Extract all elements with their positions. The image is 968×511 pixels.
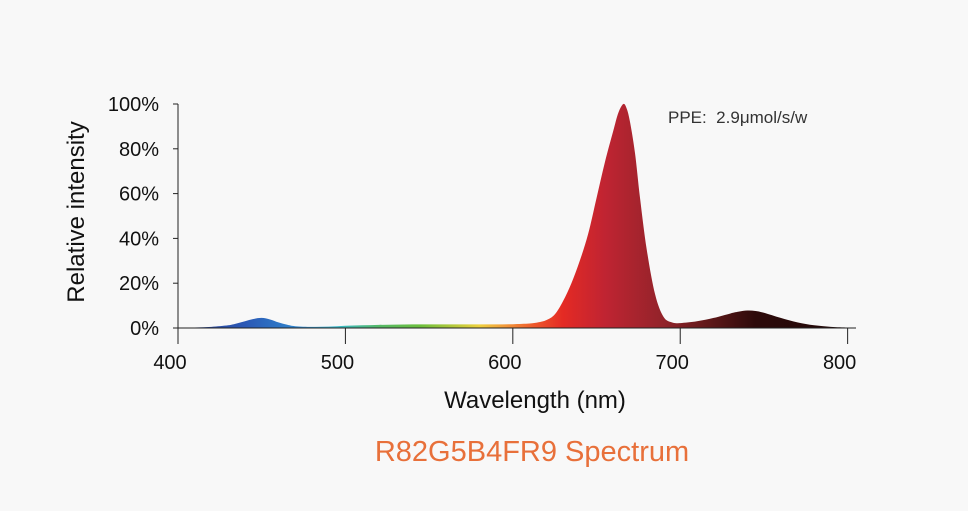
x-tick-label: 500 (321, 352, 354, 374)
chart-title: R82G5B4FR9 Spectrum (375, 436, 689, 468)
y-tick-label: 0% (130, 318, 159, 340)
x-tick-label: 400 (153, 352, 186, 374)
x-tick-label: 800 (823, 352, 856, 374)
y-tick-label: 40% (119, 228, 159, 250)
y-axis-ticks: 0% 20% 40% 60% 80% 100% (108, 94, 178, 340)
y-tick-label: 80% (119, 139, 159, 161)
y-tick-label: 100% (108, 94, 159, 116)
ppe-annotation: PPE: 2.9μmol/s/w (668, 108, 808, 127)
x-axis-ticks: 400 500 600 700 800 (153, 328, 856, 374)
y-tick-label: 20% (119, 273, 159, 295)
plot-area (178, 103, 856, 328)
y-tick-label: 60% (119, 184, 159, 206)
x-axis-title: Wavelength (nm) (444, 387, 626, 414)
y-axis-title: Relative intensity (63, 121, 90, 302)
x-tick-label: 600 (488, 352, 521, 374)
x-tick-label: 700 (656, 352, 689, 374)
spectrum-area (178, 103, 856, 328)
